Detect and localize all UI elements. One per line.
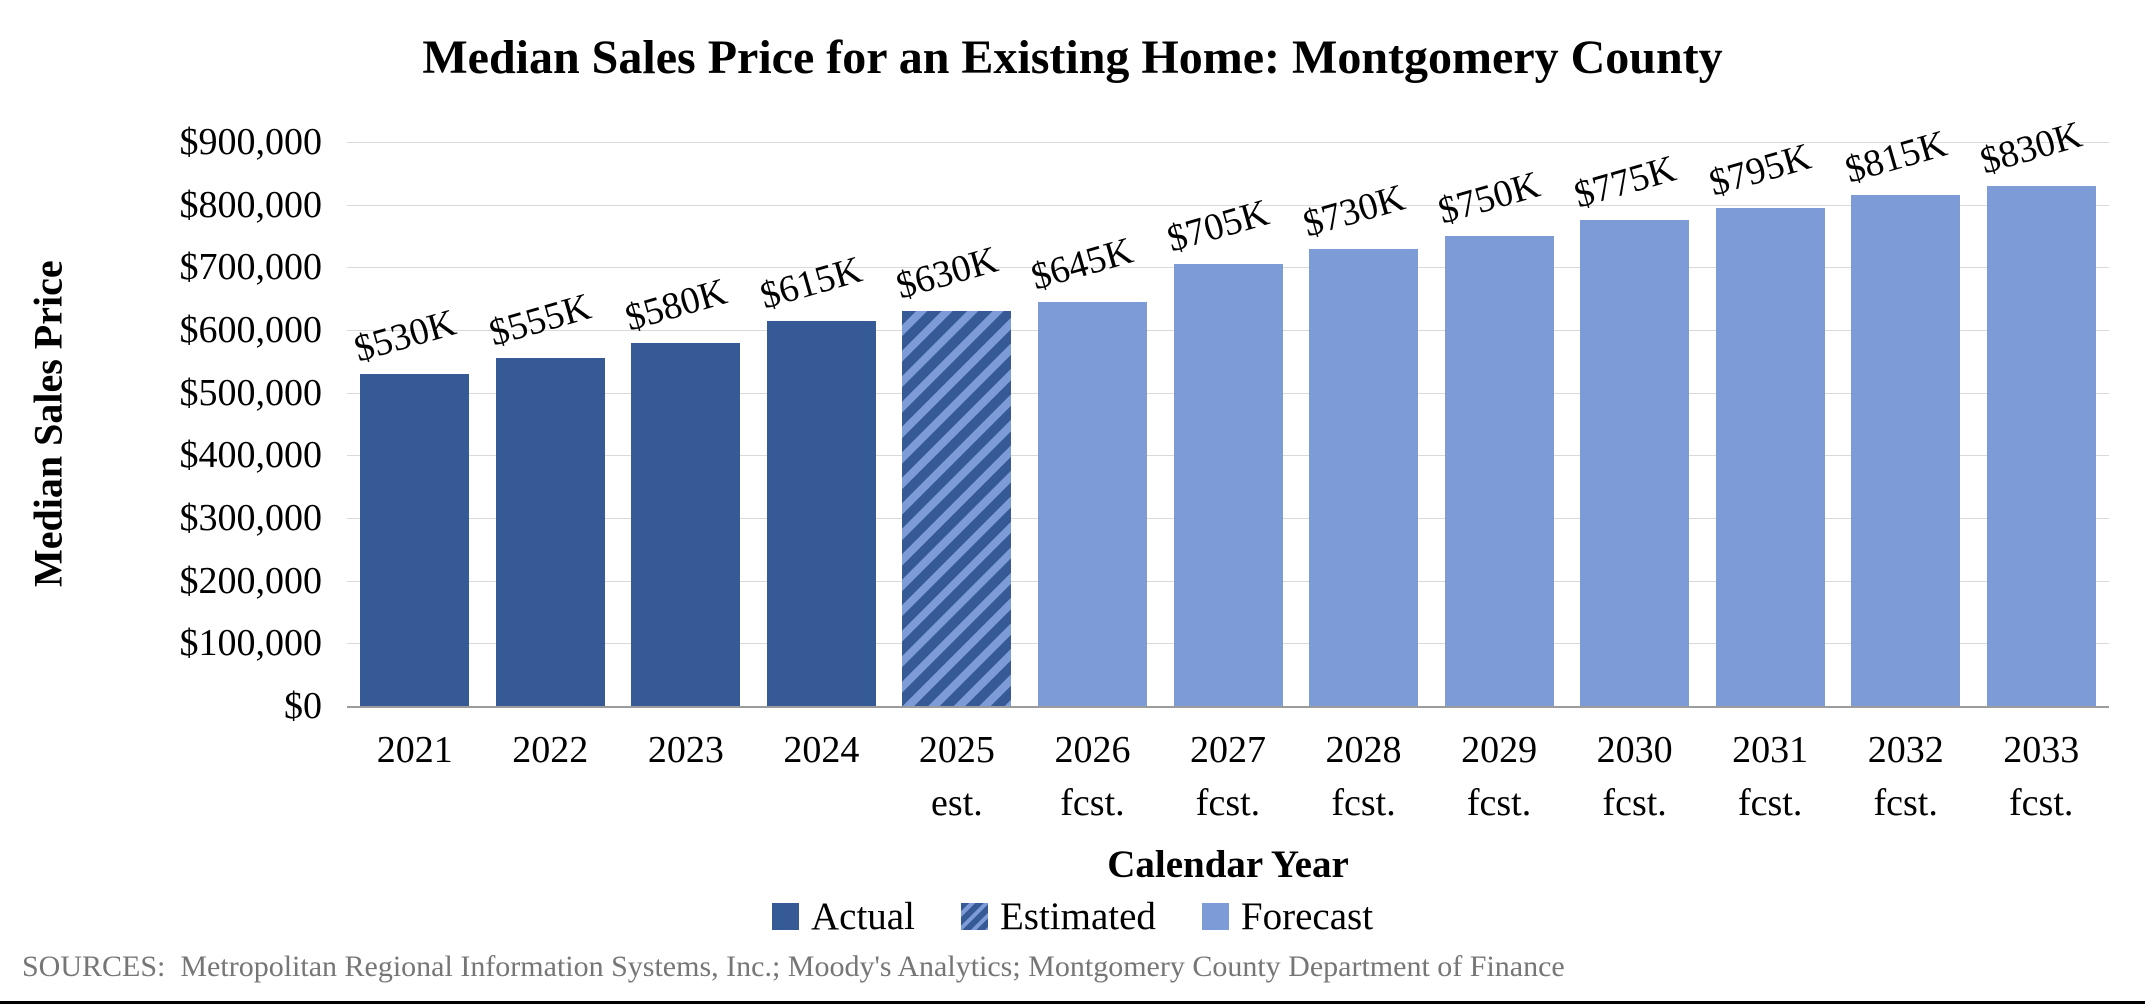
y-tick-label: $600,000: [179, 309, 323, 351]
bar-2023: [631, 342, 741, 706]
x-tick-label: 2032 fcst.: [1838, 724, 1974, 830]
x-tick-label: 2027 fcst.: [1160, 724, 1296, 830]
bar-2024: [766, 320, 876, 706]
bar-2025: [902, 311, 1012, 706]
x-tick-year: 2033: [2003, 729, 2080, 771]
legend-item-estimated: Estimated: [960, 894, 1156, 939]
x-tick-qualifier: fcst.: [1060, 782, 1125, 824]
x-tick-year: 2029: [1461, 729, 1538, 771]
x-tick-year: 2030: [1596, 729, 1673, 771]
bar-data-label: $705K: [1162, 191, 1274, 261]
legend-swatch-actual: [771, 903, 799, 930]
bar-data-label: $775K: [1569, 147, 1681, 217]
x-tick-label: 2021: [347, 724, 483, 777]
x-axis-tick-labels: 2021 2022 2023 2024 2025 est. 2026 fcst. 2027 fcs…: [347, 724, 2109, 834]
gridline: [347, 142, 2109, 143]
x-tick-label: 2030 fcst.: [1567, 724, 1703, 830]
bar-2022: [495, 358, 605, 706]
x-tick-year: 2025: [918, 729, 995, 771]
x-tick-label: 2026 fcst.: [1025, 724, 1161, 830]
y-tick-label: $400,000: [179, 434, 323, 477]
x-tick-qualifier: fcst.: [1195, 782, 1261, 824]
bar-data-label: $615K: [755, 248, 867, 318]
legend-label: Forecast: [1240, 895, 1374, 938]
x-tick-year: 2031: [1732, 729, 1809, 771]
gridline: [347, 204, 2109, 206]
bar-2031: [1715, 207, 1825, 706]
bar-2028: [1309, 248, 1419, 706]
x-tick-year: 2021: [376, 729, 453, 771]
chart-title: Median Sales Price for an Existing Home:…: [422, 31, 1723, 84]
x-tick-label: 2025 est.: [889, 724, 1025, 830]
y-tick-label: $0: [284, 685, 322, 727]
y-axis-tick-labels: $0 $100,000 $200,000 $300,000 $400,000 $500,0…: [0, 121, 323, 727]
legend-swatch-forecast: [1201, 903, 1229, 930]
legend-swatch-estimated: [960, 903, 988, 930]
y-tick-label: $200,000: [179, 559, 323, 602]
bottom-divider: [0, 1001, 2145, 1004]
y-tick-label: $900,000: [179, 121, 323, 163]
y-tick-label: $100,000: [179, 622, 323, 665]
bar-data-label: $645K: [1026, 229, 1138, 299]
bar-data-label: $795K: [1704, 135, 1816, 205]
bar-data-label: $630K: [891, 238, 1003, 308]
bar-2021: [360, 373, 470, 706]
legend-label: Actual: [810, 895, 915, 938]
sources-text: SOURCES: Metropolitan Regional Informati…: [22, 950, 1565, 983]
legend-item-forecast: Forecast: [1201, 894, 1374, 939]
x-tick-qualifier: fcst.: [1873, 782, 1938, 824]
x-tick-label: 2033 fcst.: [1973, 724, 2109, 830]
x-tick-year: 2026: [1054, 729, 1131, 771]
y-tick-label: $500,000: [179, 371, 323, 414]
y-tick-label: $700,000: [179, 246, 323, 289]
x-tick-label: 2024: [754, 724, 890, 777]
x-tick-year: 2024: [783, 729, 860, 771]
bar-data-label: $750K: [1433, 163, 1545, 233]
bar-2033: [1986, 185, 2096, 706]
x-tick-label: 2029 fcst.: [1431, 724, 1567, 830]
x-tick-label: 2023: [618, 724, 754, 777]
x-tick-qualifier: fcst.: [1737, 782, 1803, 824]
x-tick-year: 2022: [512, 729, 589, 771]
x-tick-year: 2027: [1189, 729, 1266, 771]
bar-2030: [1580, 220, 1690, 706]
plot-area: $530K $555K $580K $615K $630K $645K $705K $730K…: [347, 113, 2109, 708]
bar-data-label: $830K: [1975, 113, 2087, 183]
x-tick-year: 2028: [1325, 729, 1402, 771]
legend-item-actual: Actual: [771, 894, 915, 939]
legend: Actual Estimated Forecast: [0, 894, 2145, 939]
bar-data-label: $815K: [1840, 122, 1952, 192]
x-tick-year: 2032: [1867, 729, 1944, 771]
x-tick-year: 2023: [647, 729, 724, 771]
bar-2026: [1037, 301, 1147, 706]
x-tick-qualifier: fcst.: [1602, 782, 1667, 824]
x-tick-label: 2031 fcst.: [1702, 724, 1838, 830]
x-axis-line: [347, 706, 2109, 708]
bar-data-label: $555K: [484, 285, 596, 355]
y-tick-label: $300,000: [179, 497, 323, 539]
bar-2027: [1173, 264, 1283, 706]
x-tick-label: 2022: [483, 724, 619, 777]
bar-data-label: $530K: [349, 301, 461, 371]
bar-data-label: $730K: [1298, 176, 1410, 245]
x-tick-qualifier: est.: [931, 782, 983, 824]
x-tick-qualifier: fcst.: [1331, 782, 1396, 824]
x-tick-qualifier: fcst.: [2009, 782, 2074, 824]
x-tick-qualifier: fcst.: [1466, 782, 1532, 824]
bar-2032: [1851, 195, 1961, 706]
x-tick-label: 2028 fcst.: [1296, 724, 1432, 830]
legend-label: Estimated: [999, 895, 1156, 938]
x-axis-title: Calendar Year: [1107, 843, 1349, 886]
bar-2029: [1444, 236, 1554, 706]
y-tick-label: $800,000: [179, 183, 323, 226]
